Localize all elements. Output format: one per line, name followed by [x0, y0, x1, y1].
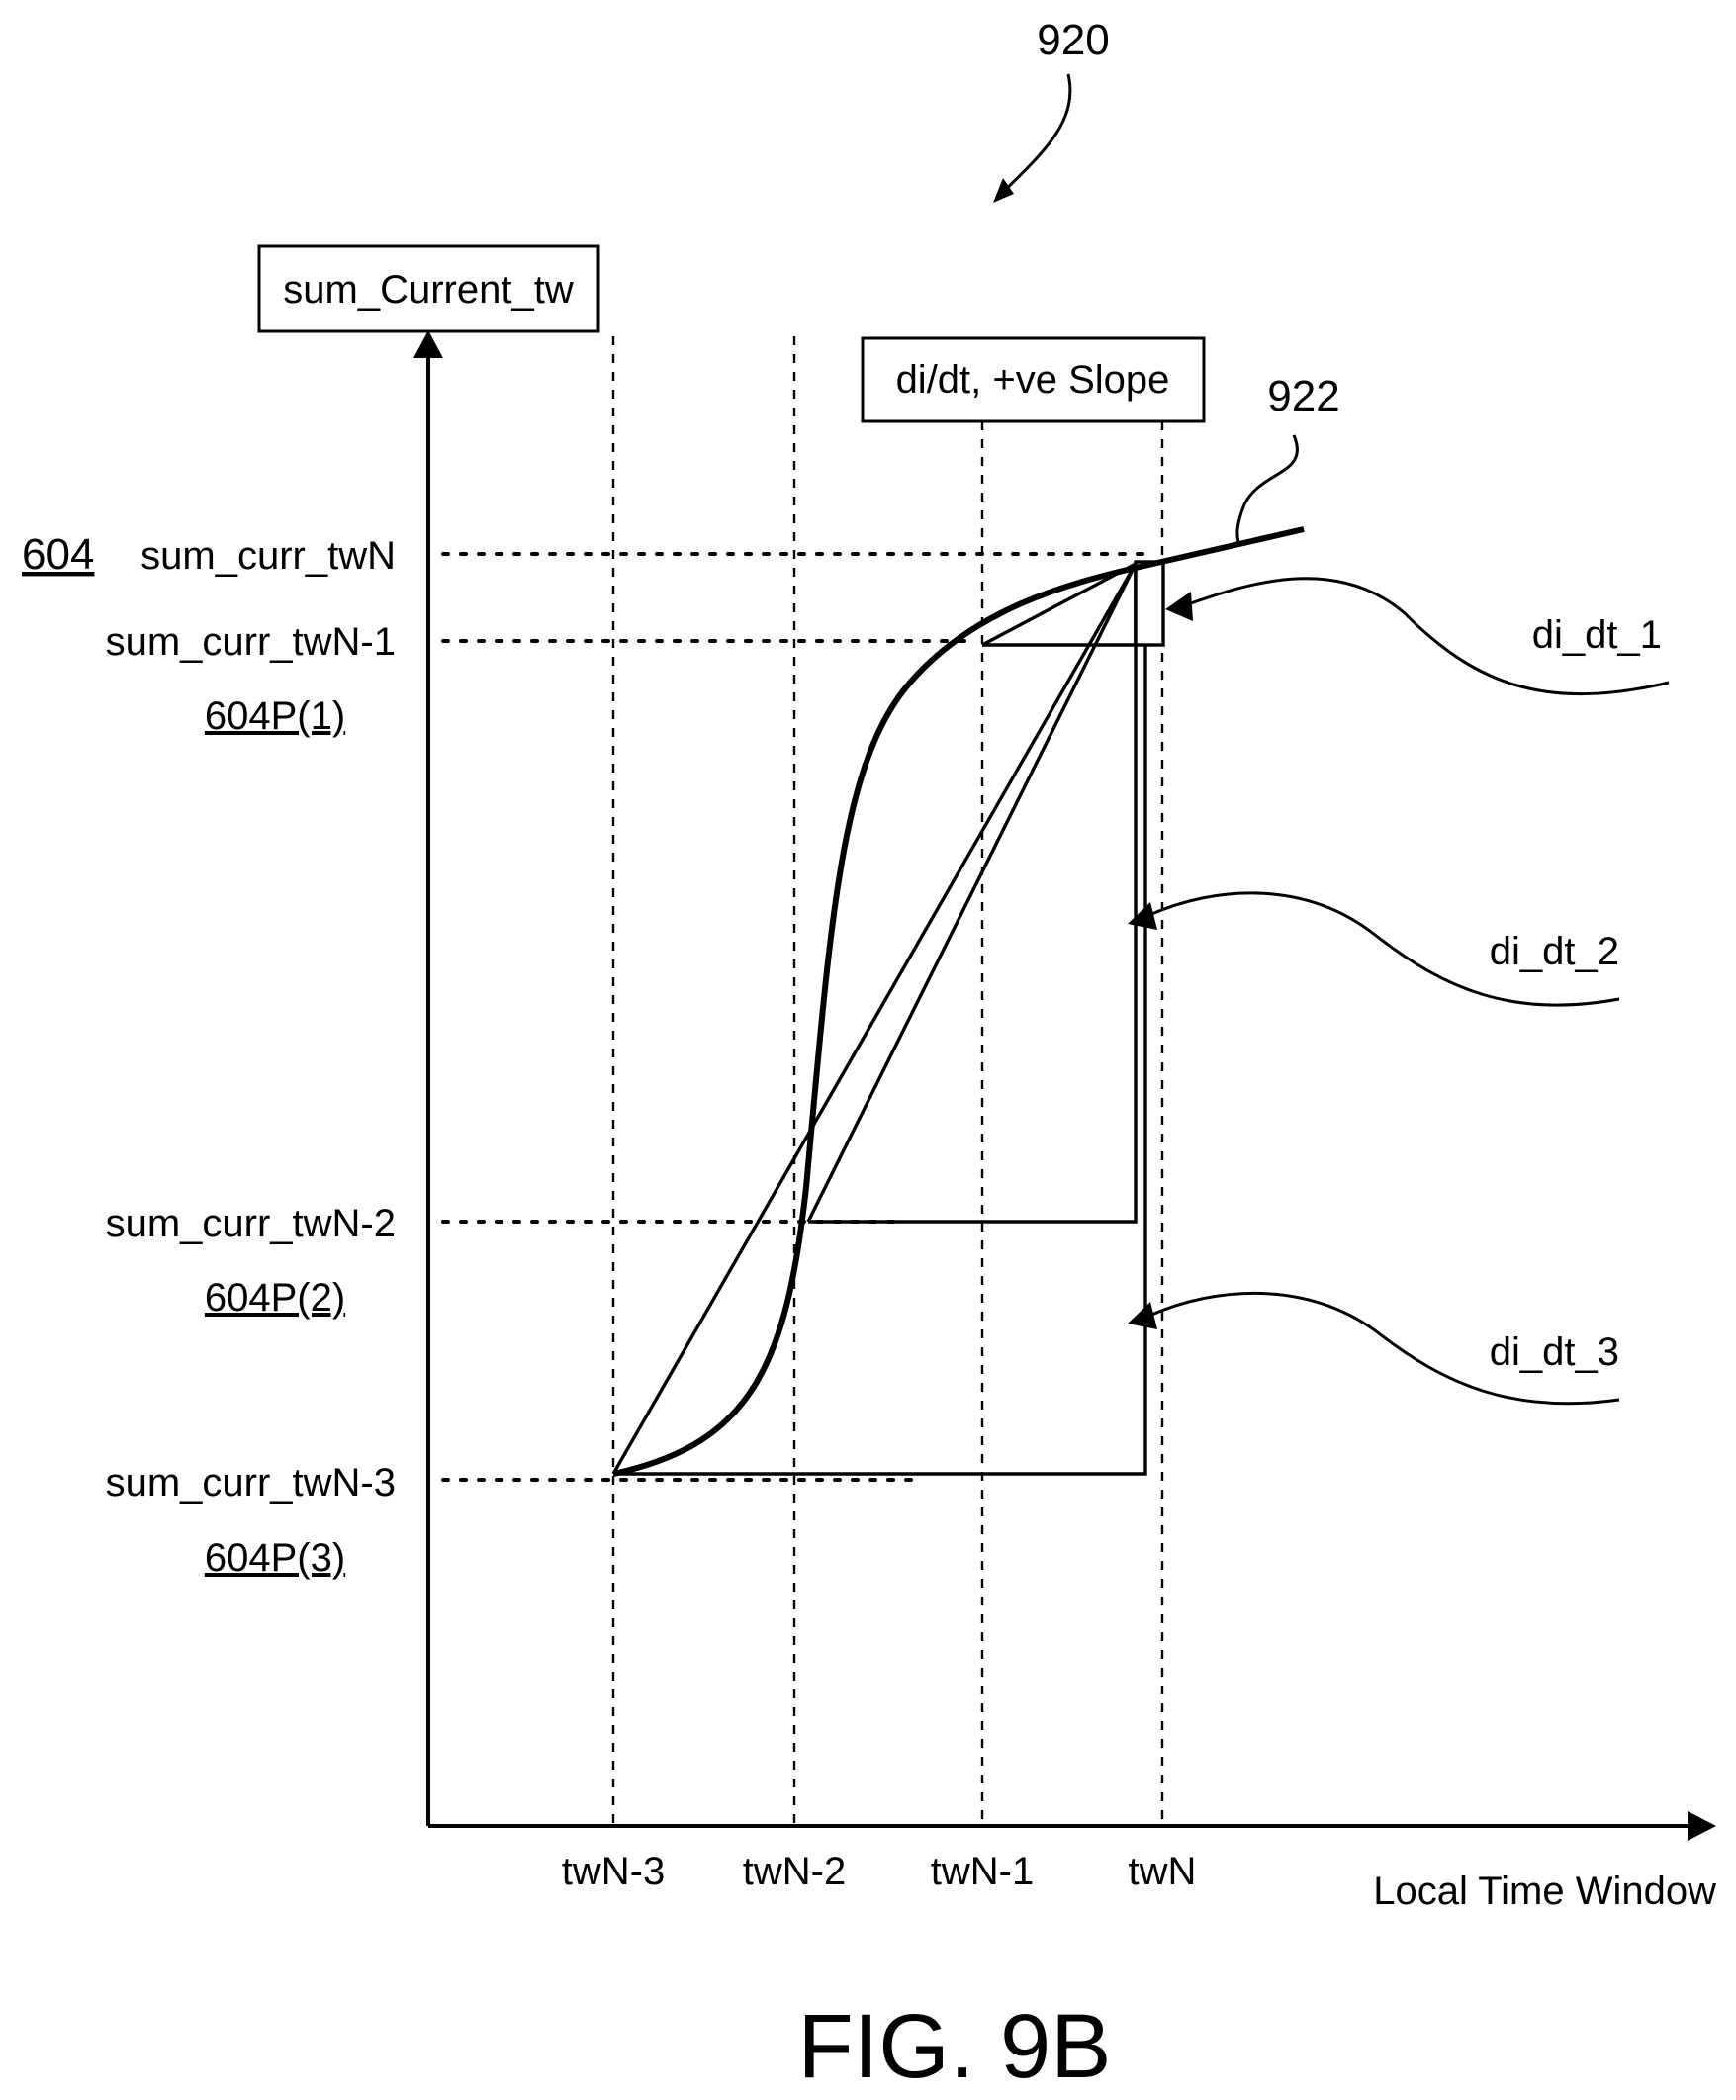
slope-label-1: di_dt_1	[1532, 613, 1662, 657]
x-tick-twN-2: twN-2	[743, 1850, 846, 1893]
figure-ref-920: 920	[1037, 16, 1109, 64]
x-axis-label: Local Time Window	[1373, 1870, 1716, 1913]
current-curve-922	[612, 526, 1305, 1477]
figure-title: FIG. 9B	[798, 1996, 1112, 2097]
slope-leader-3	[1148, 1291, 1620, 1406]
level-ref-604P2: 604P(2)	[205, 1276, 345, 1320]
curve-ref-leader	[1235, 434, 1299, 543]
level-label-twN-1: sum_curr_twN-1	[106, 620, 396, 664]
x-axis-arrowhead	[1688, 1811, 1716, 1841]
slope-leader-3-arrowhead	[1128, 1302, 1157, 1329]
figure-ref-arrowhead	[993, 178, 1014, 203]
x-tick-twN: twN	[1129, 1850, 1197, 1893]
slope-triangle-2	[806, 563, 1138, 1224]
level-label-twN: sum_curr_twN	[140, 534, 396, 578]
y-axis-label: sum_Current_tw	[283, 268, 574, 312]
slope-label-2: di_dt_2	[1490, 930, 1619, 973]
slope-box	[861, 336, 1206, 423]
twN-marker-box	[1134, 560, 1165, 647]
figure-ref-arrow	[997, 73, 1072, 198]
slope-leader-1	[1184, 577, 1670, 696]
y-axis-label-box	[257, 244, 600, 333]
slope-label-3: di_dt_3	[1490, 1330, 1619, 1374]
slope-triangle-3	[611, 562, 1147, 1476]
level-label-twN-2: sum_curr_twN-2	[106, 1202, 396, 1245]
slope-leader-1-arrowhead	[1165, 592, 1193, 621]
slope-leader-2	[1148, 891, 1620, 1007]
slope-leader-2-arrowhead	[1128, 902, 1157, 930]
slope-box-label: di/dt, +ve Slope	[896, 358, 1170, 402]
level-label-twN-3: sum_curr_twN-3	[106, 1461, 396, 1505]
y-axis-arrowhead	[413, 330, 443, 358]
x-tick-twN-1: twN-1	[931, 1850, 1034, 1893]
curve-ref-922: 922	[1267, 372, 1339, 420]
level-ref-604P1: 604P(1)	[205, 694, 345, 738]
group-ref-604: 604	[22, 530, 94, 579]
level-ref-604P3: 604P(3)	[205, 1536, 345, 1580]
x-tick-twN-3: twN-3	[562, 1850, 665, 1893]
